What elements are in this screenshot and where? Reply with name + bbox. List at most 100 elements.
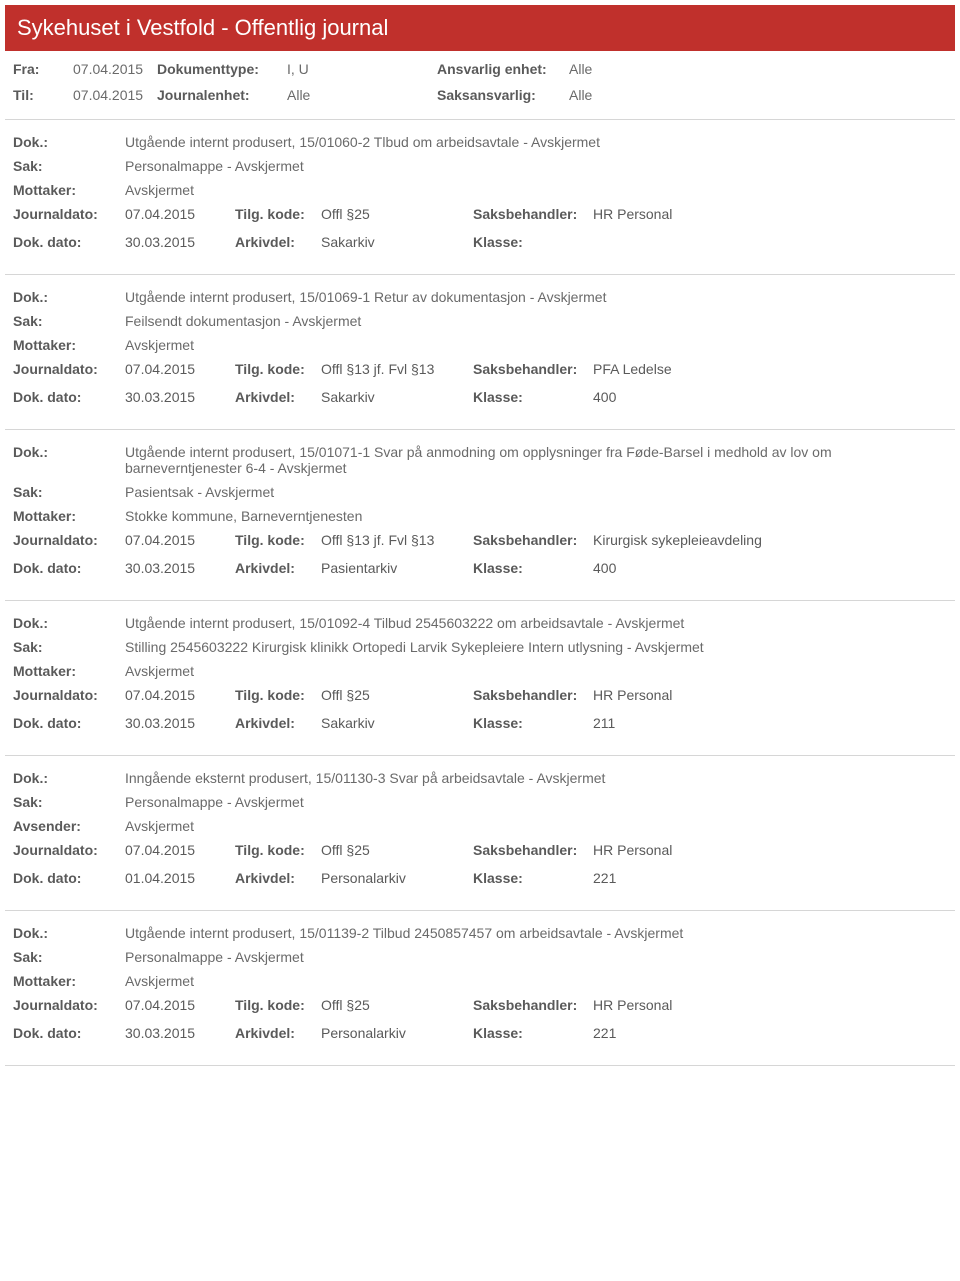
archive-label: Arkivdel: (235, 560, 321, 576)
archive-value: Pasientarkiv (321, 560, 473, 576)
meta-grid: Journaldato: 07.04.2015 Dok. dato: 01.04… (13, 842, 947, 892)
sak-value: Feilsendt dokumentasjon - Avskjermet (125, 313, 947, 329)
accesscode-value: Offl §13 jf. Fvl §13 (321, 532, 473, 548)
archive-value: Sakarkiv (321, 715, 473, 731)
filter-col-dates: Fra: 07.04.2015 Til: 07.04.2015 (13, 61, 157, 103)
journaldate-label: Journaldato: (13, 206, 125, 222)
journal-page: Sykehuset i Vestfold - Offentlig journal… (0, 0, 960, 1071)
dok-label: Dok.: (13, 289, 125, 305)
party-label: Mottaker: (13, 663, 125, 679)
docdate-label: Dok. dato: (13, 1025, 125, 1041)
journal-entry: Dok.: Utgående internt produsert, 15/010… (5, 275, 955, 430)
filter-col-resp: Ansvarlig enhet: Alle Saksansvarlig: All… (437, 61, 629, 103)
class-label: Klasse: (473, 1025, 593, 1041)
doctype-value: I, U (287, 61, 437, 77)
meta-grid: Journaldato: 07.04.2015 Dok. dato: 30.03… (13, 532, 947, 582)
accesscode-value: Offl §25 (321, 842, 473, 858)
dok-label: Dok.: (13, 444, 125, 460)
party-value: Stokke kommune, Barneverntjenesten (125, 508, 947, 524)
dok-value: Utgående internt produsert, 15/01139-2 T… (125, 925, 947, 941)
party-value: Avskjermet (125, 818, 947, 834)
page-title-bar: Sykehuset i Vestfold - Offentlig journal (5, 5, 955, 51)
journal-entry: Dok.: Utgående internt produsert, 15/010… (5, 120, 955, 275)
class-value: 400 (593, 389, 672, 405)
accesscode-label: Tilg. kode: (235, 997, 321, 1013)
docdate-value: 01.04.2015 (125, 870, 235, 886)
docdate-value: 30.03.2015 (125, 389, 235, 405)
docdate-label: Dok. dato: (13, 560, 125, 576)
journaldate-label: Journaldato: (13, 997, 125, 1013)
accesscode-value: Offl §25 (321, 206, 473, 222)
filter-col-type: Dokumenttype: I, U Journalenhet: Alle (157, 61, 437, 103)
docdate-label: Dok. dato: (13, 715, 125, 731)
sak-label: Sak: (13, 794, 125, 810)
party-value: Avskjermet (125, 663, 947, 679)
accesscode-value: Offl §13 jf. Fvl §13 (321, 361, 473, 377)
class-label: Klasse: (473, 234, 593, 250)
doctype-label: Dokumenttype: (157, 61, 287, 77)
meta-grid: Journaldato: 07.04.2015 Dok. dato: 30.03… (13, 206, 947, 256)
handler-value: HR Personal (593, 206, 672, 222)
journaldate-label: Journaldato: (13, 687, 125, 703)
sak-label: Sak: (13, 639, 125, 655)
sak-label: Sak: (13, 158, 125, 174)
party-label: Mottaker: (13, 337, 125, 353)
docdate-value: 30.03.2015 (125, 234, 235, 250)
journalunit-label: Journalenhet: (157, 87, 287, 103)
docdate-value: 30.03.2015 (125, 560, 235, 576)
journaldate-value: 07.04.2015 (125, 206, 235, 222)
class-value: 221 (593, 870, 672, 886)
dok-value: Inngående eksternt produsert, 15/01130-3… (125, 770, 947, 786)
archive-value: Sakarkiv (321, 234, 473, 250)
party-label: Mottaker: (13, 973, 125, 989)
sak-value: Personalmappe - Avskjermet (125, 158, 947, 174)
sak-value: Pasientsak - Avskjermet (125, 484, 947, 500)
handler-value: HR Personal (593, 687, 672, 703)
handler-label: Saksbehandler: (473, 997, 593, 1013)
dok-value: Utgående internt produsert, 15/01060-2 T… (125, 134, 947, 150)
journal-entry: Dok.: Utgående internt produsert, 15/010… (5, 601, 955, 756)
handler-label: Saksbehandler: (473, 206, 593, 222)
respunit-value: Alle (569, 61, 629, 77)
handler-value: HR Personal (593, 842, 672, 858)
class-label: Klasse: (473, 715, 593, 731)
party-value: Avskjermet (125, 182, 947, 198)
journal-entry: Dok.: Utgående internt produsert, 15/011… (5, 911, 955, 1066)
party-label: Mottaker: (13, 508, 125, 524)
dok-label: Dok.: (13, 615, 125, 631)
handler-label: Saksbehandler: (473, 687, 593, 703)
to-value: 07.04.2015 (73, 87, 157, 103)
party-label: Avsender: (13, 818, 125, 834)
dok-label: Dok.: (13, 770, 125, 786)
journaldate-value: 07.04.2015 (125, 687, 235, 703)
accesscode-label: Tilg. kode: (235, 532, 321, 548)
class-label: Klasse: (473, 389, 593, 405)
journaldate-value: 07.04.2015 (125, 532, 235, 548)
from-label: Fra: (13, 61, 73, 77)
archive-label: Arkivdel: (235, 1025, 321, 1041)
handler-value: Kirurgisk sykepleieavdeling (593, 532, 762, 548)
entries-list: Dok.: Utgående internt produsert, 15/010… (5, 120, 955, 1066)
caseresp-value: Alle (569, 87, 629, 103)
handler-label: Saksbehandler: (473, 842, 593, 858)
filter-bar: Fra: 07.04.2015 Til: 07.04.2015 Dokument… (5, 51, 955, 120)
sak-value: Stilling 2545603222 Kirurgisk klinikk Or… (125, 639, 947, 655)
sak-value: Personalmappe - Avskjermet (125, 949, 947, 965)
accesscode-value: Offl §25 (321, 687, 473, 703)
handler-label: Saksbehandler: (473, 361, 593, 377)
docdate-label: Dok. dato: (13, 389, 125, 405)
sak-label: Sak: (13, 484, 125, 500)
meta-grid: Journaldato: 07.04.2015 Dok. dato: 30.03… (13, 997, 947, 1047)
docdate-label: Dok. dato: (13, 234, 125, 250)
class-value: 221 (593, 1025, 672, 1041)
page-title: Sykehuset i Vestfold - Offentlig journal (17, 15, 388, 40)
journaldate-label: Journaldato: (13, 361, 125, 377)
accesscode-label: Tilg. kode: (235, 687, 321, 703)
archive-label: Arkivdel: (235, 234, 321, 250)
archive-label: Arkivdel: (235, 870, 321, 886)
dok-value: Utgående internt produsert, 15/01092-4 T… (125, 615, 947, 631)
from-value: 07.04.2015 (73, 61, 157, 77)
journaldate-label: Journaldato: (13, 842, 125, 858)
to-label: Til: (13, 87, 73, 103)
caseresp-label: Saksansvarlig: (437, 87, 569, 103)
